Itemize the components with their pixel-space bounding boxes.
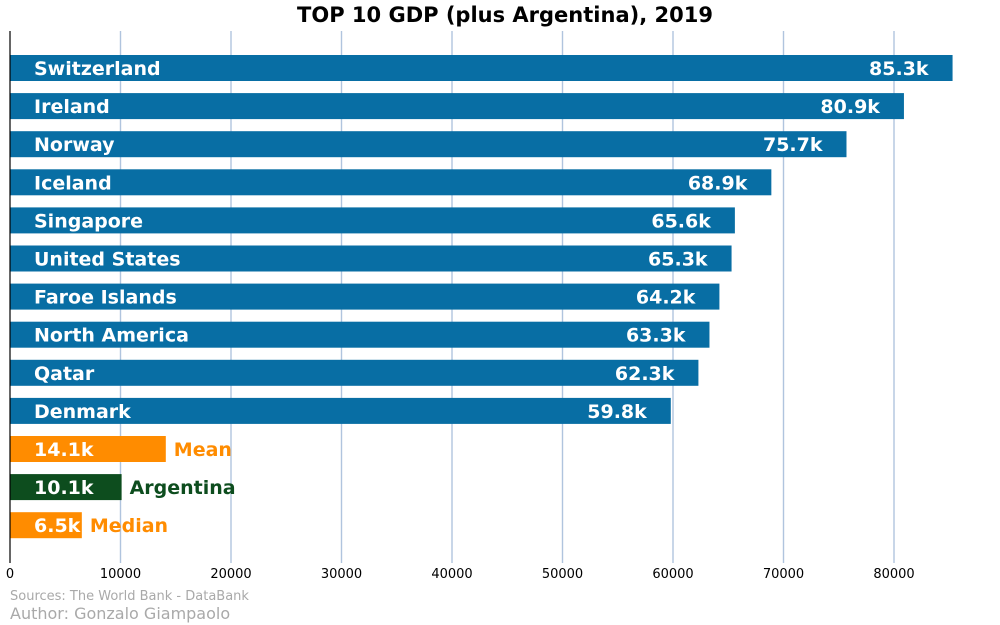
bar-group: Denmark 59.8k bbox=[10, 397, 671, 424]
bar bbox=[10, 359, 699, 386]
bar-category-label: Mean bbox=[174, 439, 232, 461]
bar bbox=[10, 169, 772, 196]
bar-value-label: 65.3k bbox=[648, 249, 708, 271]
bar-category-label: Iceland bbox=[34, 172, 112, 194]
bar-value-label: 75.7k bbox=[763, 134, 823, 156]
bar bbox=[10, 93, 904, 120]
bar-value-label: 59.8k bbox=[587, 401, 647, 423]
bars: Switzerland 85.3k Ireland 80.9k Norway 75.7k I… bbox=[10, 55, 953, 539]
bar-value-label: 63.3k bbox=[626, 325, 686, 347]
bar-category-label: Singapore bbox=[34, 210, 143, 232]
x-tick-label: 0 bbox=[6, 567, 14, 582]
bar-group: Faroe Islands 64.2k bbox=[10, 283, 720, 310]
bar-value-label: 6.5k bbox=[34, 515, 81, 537]
bar-group: 6.5k Median bbox=[10, 512, 168, 539]
bar-group: Switzerland 85.3k bbox=[10, 55, 953, 81]
chart-title: TOP 10 GDP (plus Argentina), 2019 bbox=[297, 3, 713, 27]
x-tick-label: 50000 bbox=[542, 567, 583, 582]
bar-category-label: Argentina bbox=[130, 477, 236, 499]
bar-group: Ireland 80.9k bbox=[10, 93, 904, 120]
x-tick-label: 40000 bbox=[431, 567, 472, 582]
bar-value-label: 14.1k bbox=[34, 439, 94, 461]
bar-group: 10.1k Argentina bbox=[10, 474, 236, 501]
bar-category-label: Ireland bbox=[34, 96, 110, 118]
bar bbox=[10, 436, 166, 462]
bar bbox=[10, 321, 710, 348]
bar bbox=[10, 474, 122, 501]
x-tick-label: 30000 bbox=[321, 567, 362, 582]
bar-category-label: Faroe Islands bbox=[34, 287, 177, 309]
bar-group: Qatar 62.3k bbox=[10, 359, 699, 386]
author-note: Author: Gonzalo Giampaolo bbox=[10, 604, 230, 623]
x-tick-label: 20000 bbox=[210, 567, 251, 582]
bar-category-label: United States bbox=[34, 249, 181, 271]
source-note: Sources: The World Bank - DataBank bbox=[10, 589, 249, 604]
bar bbox=[10, 131, 847, 158]
bar-group: Singapore 65.6k bbox=[10, 207, 735, 234]
bar-group: Iceland 68.9k bbox=[10, 169, 772, 196]
bar-category-label: Switzerland bbox=[34, 58, 161, 80]
bar bbox=[10, 283, 720, 310]
bar bbox=[10, 55, 953, 81]
bar-value-label: 64.2k bbox=[636, 287, 696, 309]
x-tick-label: 10000 bbox=[100, 567, 141, 582]
bar bbox=[10, 245, 732, 272]
x-tick-label: 80000 bbox=[873, 567, 914, 582]
bar-value-label: 62.3k bbox=[615, 363, 675, 385]
bar-category-label: Qatar bbox=[34, 363, 95, 385]
bar-group: North America 63.3k bbox=[10, 321, 710, 348]
bar bbox=[10, 512, 82, 539]
bar-category-label: Norway bbox=[34, 134, 115, 156]
bar-value-label: 68.9k bbox=[688, 172, 748, 194]
bar-category-label: Median bbox=[90, 515, 168, 537]
x-tick-label: 70000 bbox=[763, 567, 804, 582]
bar-value-label: 65.6k bbox=[651, 210, 711, 232]
bar bbox=[10, 397, 671, 424]
bar-value-label: 10.1k bbox=[34, 477, 94, 499]
x-axis-ticks: 0 10000 20000 30000 40000 50000 60000 70000 8000… bbox=[6, 567, 915, 582]
bar-group: United States 65.3k bbox=[10, 245, 732, 272]
bar-category-label: Denmark bbox=[34, 401, 131, 423]
bar-category-label: North America bbox=[34, 325, 189, 347]
bar-value-label: 85.3k bbox=[869, 58, 929, 80]
bar-group: 14.1k Mean bbox=[10, 436, 232, 462]
bar-group: Norway 75.7k bbox=[10, 131, 847, 158]
bar bbox=[10, 207, 735, 234]
x-tick-label: 60000 bbox=[652, 567, 693, 582]
bar-value-label: 80.9k bbox=[820, 96, 880, 118]
